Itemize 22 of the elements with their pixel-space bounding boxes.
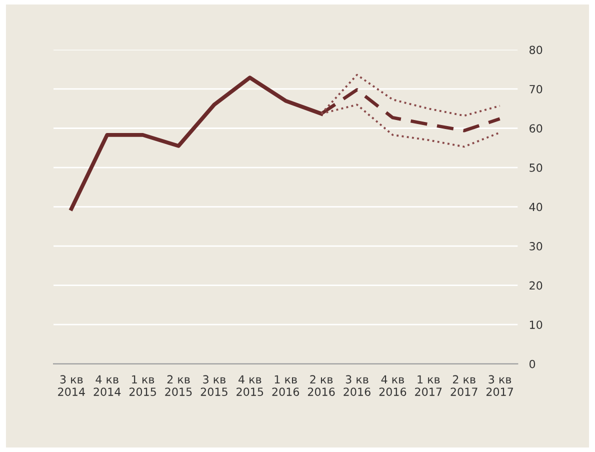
y-tick-label: 20	[530, 281, 542, 290]
y-tick-label: 50	[530, 163, 542, 172]
x-tick-label: 3 кв 2015	[200, 375, 228, 396]
y-tick-label: 40	[529, 202, 542, 212]
x-tick-label: 4 кв 2016	[379, 375, 406, 396]
x-tick-label: 4 кв 2014	[94, 375, 121, 396]
x-tick-label: 3 кв 2014	[58, 375, 85, 396]
x-tick-label: 4 кв 2015	[236, 375, 264, 396]
x-tick-label: 1 кв 2015	[129, 375, 156, 396]
x-tick-label: 3 кв 2017	[486, 375, 513, 396]
x-tick-label: 2 кв 2017	[450, 375, 478, 396]
y-tick-label: 30	[530, 242, 542, 250]
x-tick-label: 3 кв 2016	[344, 375, 370, 396]
x-tick-label: 1 кв 2017	[415, 375, 442, 396]
y-tick-label: 80	[530, 46, 542, 54]
y-tick-label: 10	[530, 320, 542, 329]
y-tick-label: 70	[530, 84, 542, 94]
y-tick-label: 0	[529, 360, 536, 368]
x-tick-label: 2 кв 2016	[308, 375, 335, 396]
y-tick-label: 60	[530, 124, 542, 133]
x-tick-label: 2 кв 2015	[165, 375, 192, 396]
x-tick-label: 1 кв 2016	[272, 375, 300, 396]
